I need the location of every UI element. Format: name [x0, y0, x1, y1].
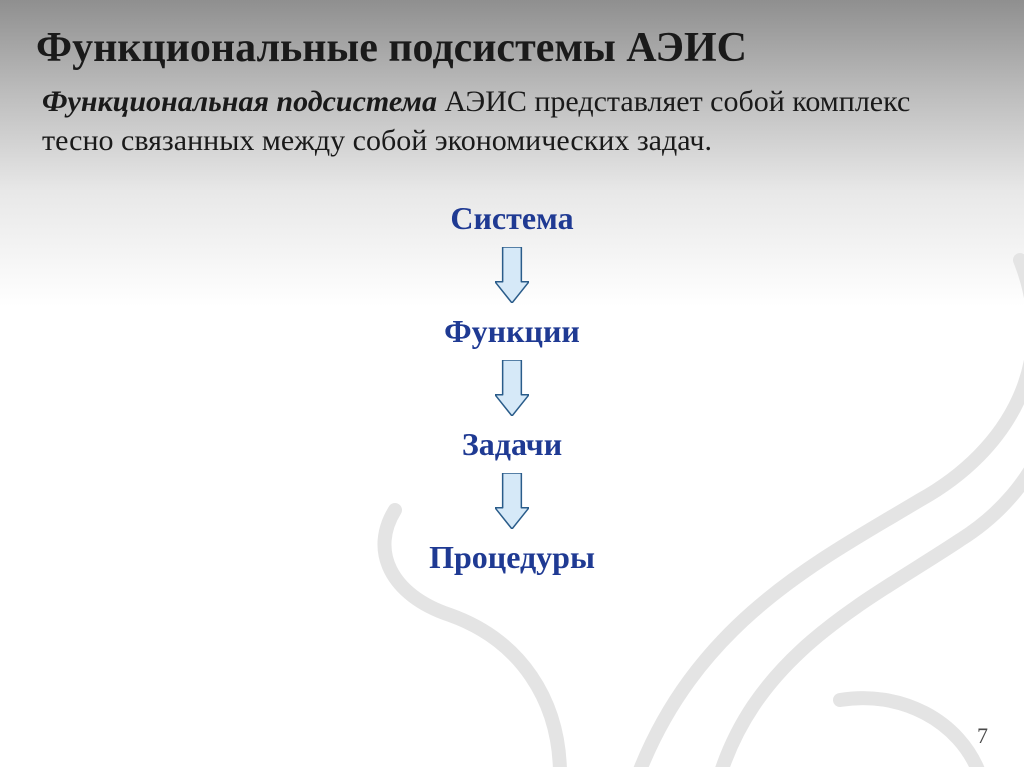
- down-arrow-icon: [495, 360, 529, 416]
- diagram-node: Функции: [444, 313, 580, 350]
- down-arrow-icon: [495, 473, 529, 529]
- down-arrow-icon: [495, 247, 529, 303]
- diagram-node: Система: [450, 200, 573, 237]
- slide-title: Функциональные подсистемы АЭИС: [36, 24, 988, 72]
- page-number: 7: [977, 723, 988, 749]
- subtitle-lead: Функциональная подсистема: [42, 85, 437, 118]
- hierarchy-diagram: Система Функции Задачи Процедуры: [36, 200, 988, 576]
- slide-subtitle: Функциональная подсистема АЭИС представл…: [36, 82, 988, 160]
- slide-content: Функциональные подсистемы АЭИС Функциона…: [0, 0, 1024, 600]
- diagram-node: Процедуры: [429, 539, 595, 576]
- diagram-node: Задачи: [462, 426, 562, 463]
